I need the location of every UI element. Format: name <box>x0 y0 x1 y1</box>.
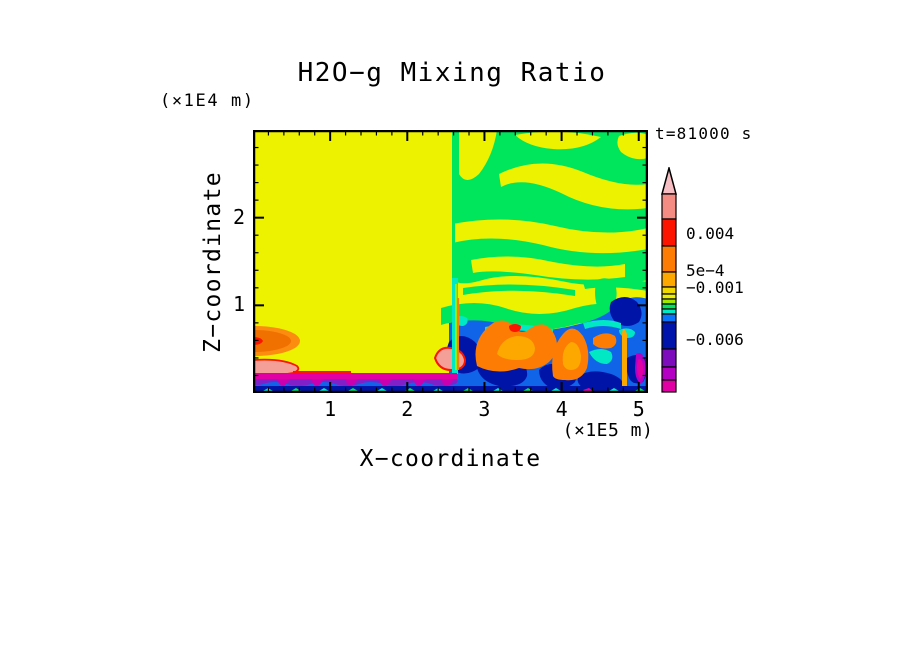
plot-frame <box>253 130 648 393</box>
field-shapes <box>253 130 648 393</box>
x-tick-label: 4 <box>555 397 568 421</box>
colorbar-segment <box>661 348 677 368</box>
colorbar-segment <box>661 303 677 310</box>
colorbar-segment <box>661 245 677 273</box>
colorbar-segment <box>661 193 677 220</box>
time-label: t=81000 s <box>655 124 753 143</box>
colorbar-segment <box>661 379 677 393</box>
x-axis-title: X−coordinate <box>359 446 542 472</box>
x-tick-label: 5 <box>632 397 645 421</box>
x-tick-label: 3 <box>478 397 491 421</box>
colorbar-label: 0.004 <box>686 224 735 243</box>
colorbar <box>661 165 679 399</box>
colorbar-segment <box>661 308 677 315</box>
colorbar-segment <box>661 218 677 247</box>
colorbar-arrow-tip <box>661 165 677 195</box>
contour-plot-area <box>253 130 648 393</box>
colorbar-segment <box>661 321 677 350</box>
colorbar-label: −0.006 <box>686 330 744 349</box>
colorbar-scale <box>661 165 677 393</box>
colorbar-label: −0.001 <box>686 278 744 297</box>
colorbar-label: 5e−4 <box>686 261 725 280</box>
colorbar-segment <box>661 293 677 300</box>
x-tick-label: 2 <box>401 397 414 421</box>
colorbar-segment <box>661 366 677 381</box>
contour-field <box>253 130 648 393</box>
colorbar-segment <box>661 298 677 305</box>
z-axis-units-label: (×1E4 m) <box>160 91 255 111</box>
z-axis-title: Z−coordinate <box>200 171 226 353</box>
x-axis-units-label: (×1E5 m) <box>562 420 654 441</box>
chart-title: H2O−g Mixing Ratio <box>297 58 607 88</box>
colorbar-segment <box>661 286 677 295</box>
colorbar-segment <box>661 313 677 323</box>
colorbar-segment <box>661 271 677 288</box>
x-tick-label: 1 <box>324 397 337 421</box>
